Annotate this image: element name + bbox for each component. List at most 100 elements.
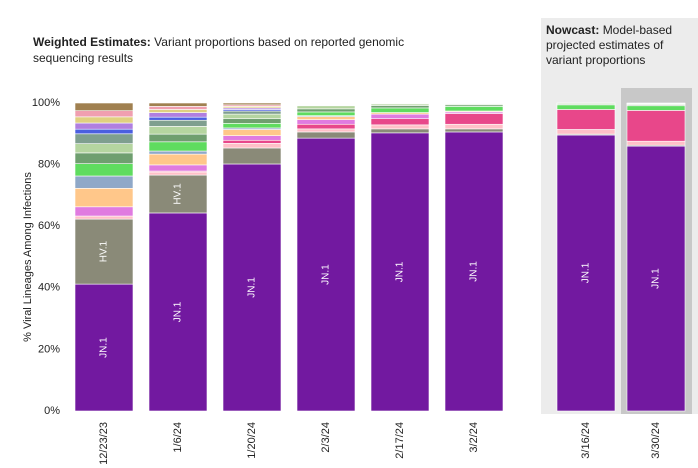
bar-segment — [370, 124, 430, 130]
bar-segment — [74, 122, 134, 130]
bar-segment — [296, 119, 356, 125]
x-tick-label: 3/30/24 — [650, 422, 662, 459]
bar-segment — [74, 206, 134, 217]
bar-segment — [148, 153, 208, 166]
bar-segment — [148, 164, 208, 172]
bar-segment — [148, 102, 208, 107]
bar-segment — [222, 129, 282, 136]
bar-segment — [222, 135, 282, 141]
bar-segment — [556, 134, 616, 412]
bar-segment — [148, 126, 208, 135]
bar-segment — [370, 118, 430, 126]
bar-segment — [148, 109, 208, 113]
bar-segment — [296, 116, 356, 120]
bar-segment — [296, 108, 356, 113]
segment-label: JN.1 — [247, 277, 258, 298]
y-tick-label: 80% — [38, 159, 60, 171]
bar-segment — [74, 102, 134, 111]
x-tick-label: 3/16/24 — [580, 422, 592, 459]
bar-segment — [222, 143, 282, 149]
segment-label: JN.1 — [469, 261, 480, 282]
bar-segment — [74, 188, 134, 208]
segment-label: JN.1 — [99, 337, 110, 358]
bar-segment — [626, 145, 686, 412]
x-tick-label: 1/20/24 — [246, 422, 258, 459]
bar-segment — [370, 105, 430, 109]
bar-segment — [222, 110, 282, 115]
y-tick-label: 40% — [38, 282, 60, 294]
x-tick-label: 2/17/24 — [394, 422, 406, 459]
chart-title-line2: sequencing results — [33, 51, 133, 65]
bar-segment — [222, 118, 282, 124]
segment-label: HV.1 — [173, 183, 184, 205]
x-tick-label: 1/6/24 — [172, 422, 184, 453]
y-axis-label: % Viral Lineages Among Infections — [22, 172, 34, 342]
bar-segment — [222, 102, 282, 106]
title-bold: Weighted Estimates: — [33, 35, 151, 49]
bar-segment — [148, 141, 208, 152]
bar-segment — [74, 215, 134, 220]
nowcast-line2: projected estimates of — [546, 38, 664, 52]
bar-segment — [74, 175, 134, 189]
bar-segment — [296, 131, 356, 139]
nowcast-title: Nowcast: Model-based — [546, 23, 672, 37]
bar-segment — [556, 104, 616, 110]
bar-segment — [296, 111, 356, 116]
bar-segment — [296, 137, 356, 412]
segment-label: JN.1 — [395, 261, 406, 282]
bar-segment — [222, 139, 282, 144]
x-tick-label: 3/2/24 — [468, 422, 480, 453]
bar-segment — [296, 105, 356, 110]
segment-label: HV.1 — [99, 241, 110, 263]
bar-segment — [556, 109, 616, 130]
bar-segment — [74, 133, 134, 144]
bar-segment — [74, 163, 134, 177]
bar-segment — [148, 106, 208, 110]
bar-segment — [148, 112, 208, 118]
segment-label: JN.1 — [173, 301, 184, 322]
x-tick-label: 12/23/23 — [98, 422, 110, 465]
bar-segment — [444, 106, 504, 112]
segment-label: JN.1 — [321, 264, 332, 285]
bar-segment — [222, 113, 282, 120]
bar-segment — [296, 123, 356, 130]
bar-segment — [444, 123, 504, 130]
bar-segment — [626, 110, 686, 142]
y-tick-label: 20% — [38, 343, 60, 355]
bar-segment — [626, 140, 686, 146]
x-tick-label: 2/3/24 — [320, 422, 332, 453]
bar-segment — [74, 116, 134, 124]
bar-segment — [556, 102, 616, 105]
bar-segment — [370, 107, 430, 113]
bar-segment — [74, 152, 134, 164]
nowcast-bold: Nowcast: — [546, 23, 599, 37]
segment-label: JN.1 — [581, 262, 592, 283]
bar-segment — [74, 283, 134, 412]
bar-segment — [148, 133, 208, 143]
bar-segment — [370, 128, 430, 134]
segment-label: JN.1 — [651, 268, 662, 289]
bar-segment — [444, 113, 504, 125]
bar-segment — [296, 128, 356, 133]
bar-segment — [148, 212, 208, 412]
bar-segment — [148, 116, 208, 121]
nowcast-text: Model-based — [603, 23, 672, 37]
chart-title: Weighted Estimates: Variant proportions … — [33, 35, 404, 49]
title: Variant proportions based on reported ge… — [154, 35, 404, 49]
y-tick-label: 60% — [38, 220, 60, 232]
bar-segment — [74, 110, 134, 118]
y-tick-label: 100% — [32, 97, 60, 109]
bar-segment — [222, 147, 282, 165]
bar-segment — [222, 123, 282, 129]
bar-segment — [74, 143, 134, 154]
bar-segment — [148, 119, 208, 127]
bar-segment — [148, 171, 208, 176]
bar-segment — [370, 113, 430, 120]
bar-segment — [626, 105, 686, 111]
bar-segment — [444, 131, 504, 412]
bar-segment — [74, 218, 134, 285]
bar-segment — [370, 132, 430, 412]
bar-segment — [444, 128, 504, 133]
y-tick-label: 0% — [44, 405, 60, 417]
